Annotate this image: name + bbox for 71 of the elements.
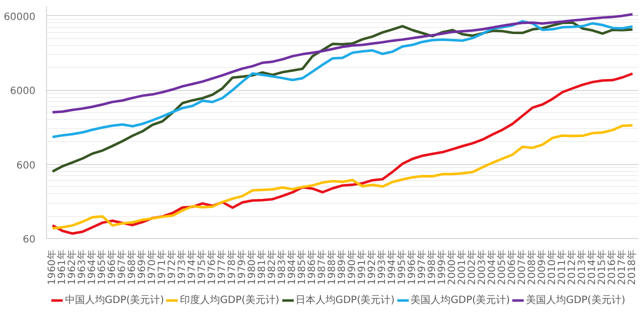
x-tick-label: 1972年 xyxy=(166,249,178,285)
y-tick-label: 60 xyxy=(22,234,36,246)
y-tick-label: 60000 xyxy=(4,12,36,23)
x-tick-label: 2018年 xyxy=(626,249,638,285)
x-tick-label: 1977年 xyxy=(216,249,228,285)
x-tick-label: 2000年 xyxy=(446,249,458,285)
x-tick-label: 1990年 xyxy=(346,249,358,285)
x-tick-label: 1979年 xyxy=(236,249,248,285)
x-tick-label: 1997年 xyxy=(416,249,428,285)
legend-label: 美国人均GDP(美元计) xyxy=(410,294,510,307)
x-tick-label: 2007年 xyxy=(516,249,528,285)
x-tick-label: 1986年 xyxy=(306,249,318,285)
x-tick-label: 1970年 xyxy=(146,249,158,285)
y-tick-label: 600 xyxy=(16,160,36,172)
x-tick-label: 2009年 xyxy=(536,249,548,285)
x-tick-label: 1987年 xyxy=(316,249,328,285)
x-tick-label: 1989年 xyxy=(336,249,348,285)
x-tick-label: 2012年 xyxy=(566,249,578,285)
legend-label: 日本人均GDP(美元计) xyxy=(295,294,395,307)
x-tick-label: 2017年 xyxy=(616,249,628,285)
x-tick-label: 2008年 xyxy=(526,249,538,285)
legend-label: 印度人均GDP(美元计) xyxy=(180,294,280,307)
x-tick-label: 1978年 xyxy=(226,249,238,285)
x-tick-label: 1963年 xyxy=(76,249,88,285)
x-tick-label: 1973年 xyxy=(176,249,188,285)
x-tick-label: 1998年 xyxy=(426,249,438,285)
x-tick-label: 1991年 xyxy=(356,249,368,285)
x-tick-label: 1992年 xyxy=(366,249,378,285)
x-tick-label: 1976年 xyxy=(206,249,218,285)
x-tick-label: 2006年 xyxy=(506,249,518,285)
x-tick-label: 2001年 xyxy=(456,249,468,285)
x-tick-label: 1967年 xyxy=(116,249,128,285)
legend-label: 中国人均GDP(美元计) xyxy=(64,294,164,307)
x-tick-label: 1996年 xyxy=(406,249,418,285)
x-tick-label: 2011年 xyxy=(556,249,568,285)
x-tick-label: 2014年 xyxy=(586,249,598,285)
x-tick-label: 1975年 xyxy=(196,249,208,285)
x-tick-label: 1988年 xyxy=(326,249,338,285)
x-tick-label: 2004年 xyxy=(486,249,498,285)
y-tick-label: 6000 xyxy=(10,86,36,98)
x-tick-label: 2015年 xyxy=(596,249,608,285)
x-tick-label: 1984年 xyxy=(286,249,298,285)
x-tick-label: 2016年 xyxy=(606,249,618,285)
x-tick-label: 2013年 xyxy=(576,249,588,285)
x-tick-label: 1961年 xyxy=(56,249,68,285)
x-tick-label: 1968年 xyxy=(126,249,138,285)
x-tick-label: 1966年 xyxy=(106,249,118,285)
line-series xyxy=(51,124,634,230)
x-tick-label: 2010年 xyxy=(546,249,558,285)
x-tick-label: 1971年 xyxy=(156,249,168,285)
x-tick-label: 1981年 xyxy=(256,249,268,285)
x-tick-label: 1983年 xyxy=(276,249,288,285)
x-tick-label: 1995年 xyxy=(396,249,408,285)
x-tick-label: 1962年 xyxy=(66,249,78,285)
x-tick-label: 1969年 xyxy=(136,249,148,285)
x-tick-label: 1994年 xyxy=(386,249,398,285)
x-tick-label: 2005年 xyxy=(496,249,508,285)
x-tick-label: 1965年 xyxy=(96,249,108,285)
line-series xyxy=(51,20,634,138)
x-tick-label: 2003年 xyxy=(476,249,488,285)
x-tick-label: 2002年 xyxy=(466,249,478,285)
x-tick-label: 1985年 xyxy=(296,249,308,285)
x-tick-label: 1999年 xyxy=(436,249,448,285)
x-tick-label: 1974年 xyxy=(186,249,198,285)
legend-label: 美国人均GDP(美元计) xyxy=(526,294,626,307)
x-tick-label: 1980年 xyxy=(246,249,258,285)
x-tick-label: 1993年 xyxy=(376,249,388,285)
x-tick-label: 1982年 xyxy=(266,249,278,285)
x-tick-label: 1964年 xyxy=(86,249,98,285)
line-series xyxy=(51,12,634,114)
x-tick-label: 1960年 xyxy=(46,249,58,285)
